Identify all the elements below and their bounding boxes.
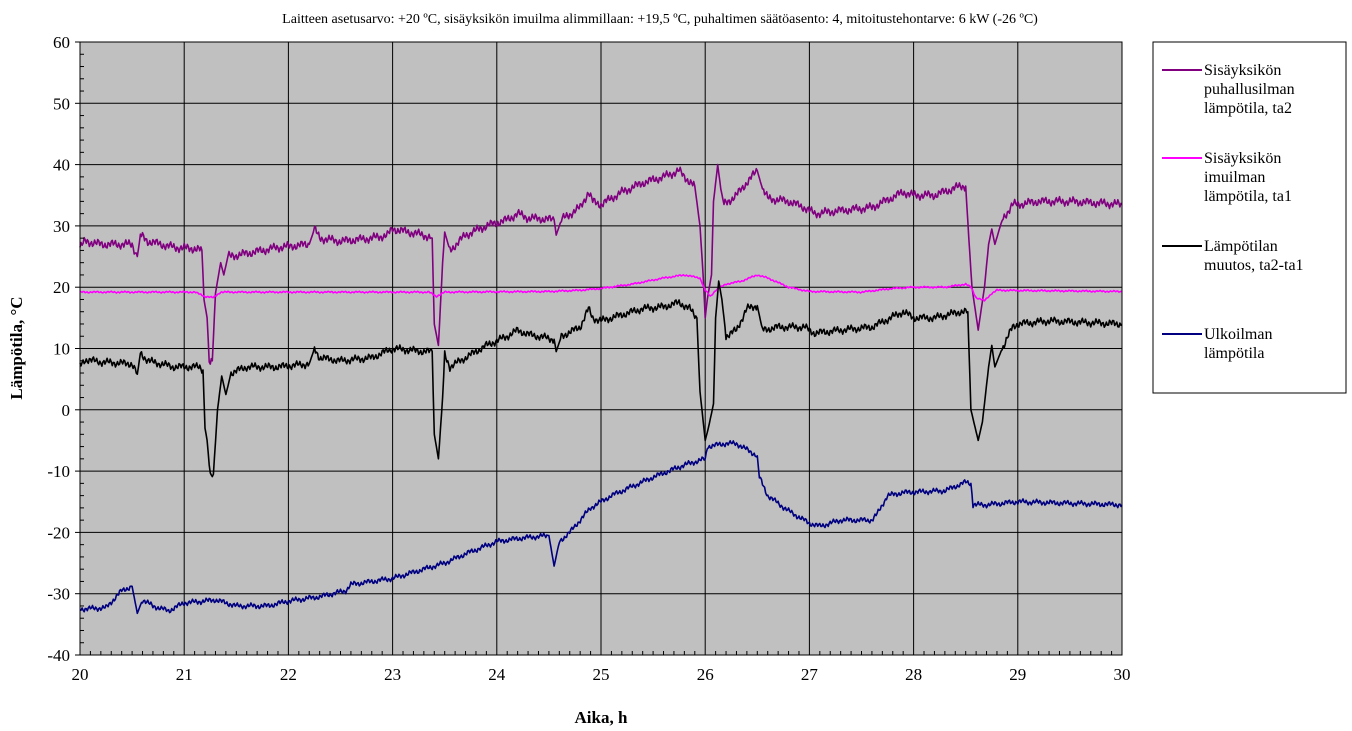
legend-label: Ulkoilman lämpötila	[1204, 326, 1272, 362]
legend-label: Sisäyksikön imuilman lämpötila, ta1	[1204, 150, 1292, 205]
x-tick-label: 27	[801, 665, 819, 684]
x-tick-label: 23	[384, 665, 401, 684]
x-axis-label: Aika, h	[575, 708, 628, 727]
series-line	[79, 440, 1123, 615]
x-tick-label: 28	[905, 665, 922, 684]
x-tick-label: 22	[280, 665, 297, 684]
y-tick-label: 10	[53, 340, 70, 359]
series-line	[79, 274, 1123, 302]
x-tick-label: 25	[593, 665, 610, 684]
legend-label: Lämpötilan muutos, ta2-ta1	[1204, 238, 1304, 274]
y-tick-label: 30	[53, 217, 70, 236]
y-tick-label: 50	[53, 94, 70, 113]
legend-items: Sisäyksikön puhallusilman lämpötila, ta2 Si…	[1162, 62, 1304, 362]
x-tick-label: 29	[1009, 665, 1026, 684]
y-tick-label: -20	[47, 523, 70, 542]
y-tick-label: 0	[62, 401, 71, 420]
y-tick-label: 60	[53, 33, 70, 52]
series-line	[79, 163, 1123, 365]
chart-title: Laitteen asetusarvo: +20 ºC, sisäyksikön…	[282, 12, 1038, 27]
y-tick-label: -40	[47, 646, 70, 665]
y-tick-label: 40	[53, 156, 70, 175]
legend-label: Sisäyksikön puhallusilman lämpötila, ta2	[1204, 62, 1295, 117]
x-tick-label: 20	[72, 665, 89, 684]
series-line	[79, 280, 1123, 478]
series-layer	[79, 163, 1123, 615]
x-tick-label: 21	[176, 665, 193, 684]
x-tick-label: 26	[697, 665, 714, 684]
y-tick-label: -10	[47, 462, 70, 481]
y-tick-label: 20	[53, 278, 70, 297]
x-tick-label: 24	[488, 665, 506, 684]
x-tick-label: 30	[1114, 665, 1131, 684]
y-axis-ticks: 60 50 40 30 20 10 0 -10 -20 -30 -40	[47, 33, 84, 665]
x-axis-ticks: 20 21 22 23 24 25 26 27 28 29 30	[72, 651, 1131, 684]
grid	[80, 42, 1122, 655]
y-axis-label: Lämpötila, °C	[7, 296, 26, 399]
y-tick-label: -30	[47, 585, 70, 604]
